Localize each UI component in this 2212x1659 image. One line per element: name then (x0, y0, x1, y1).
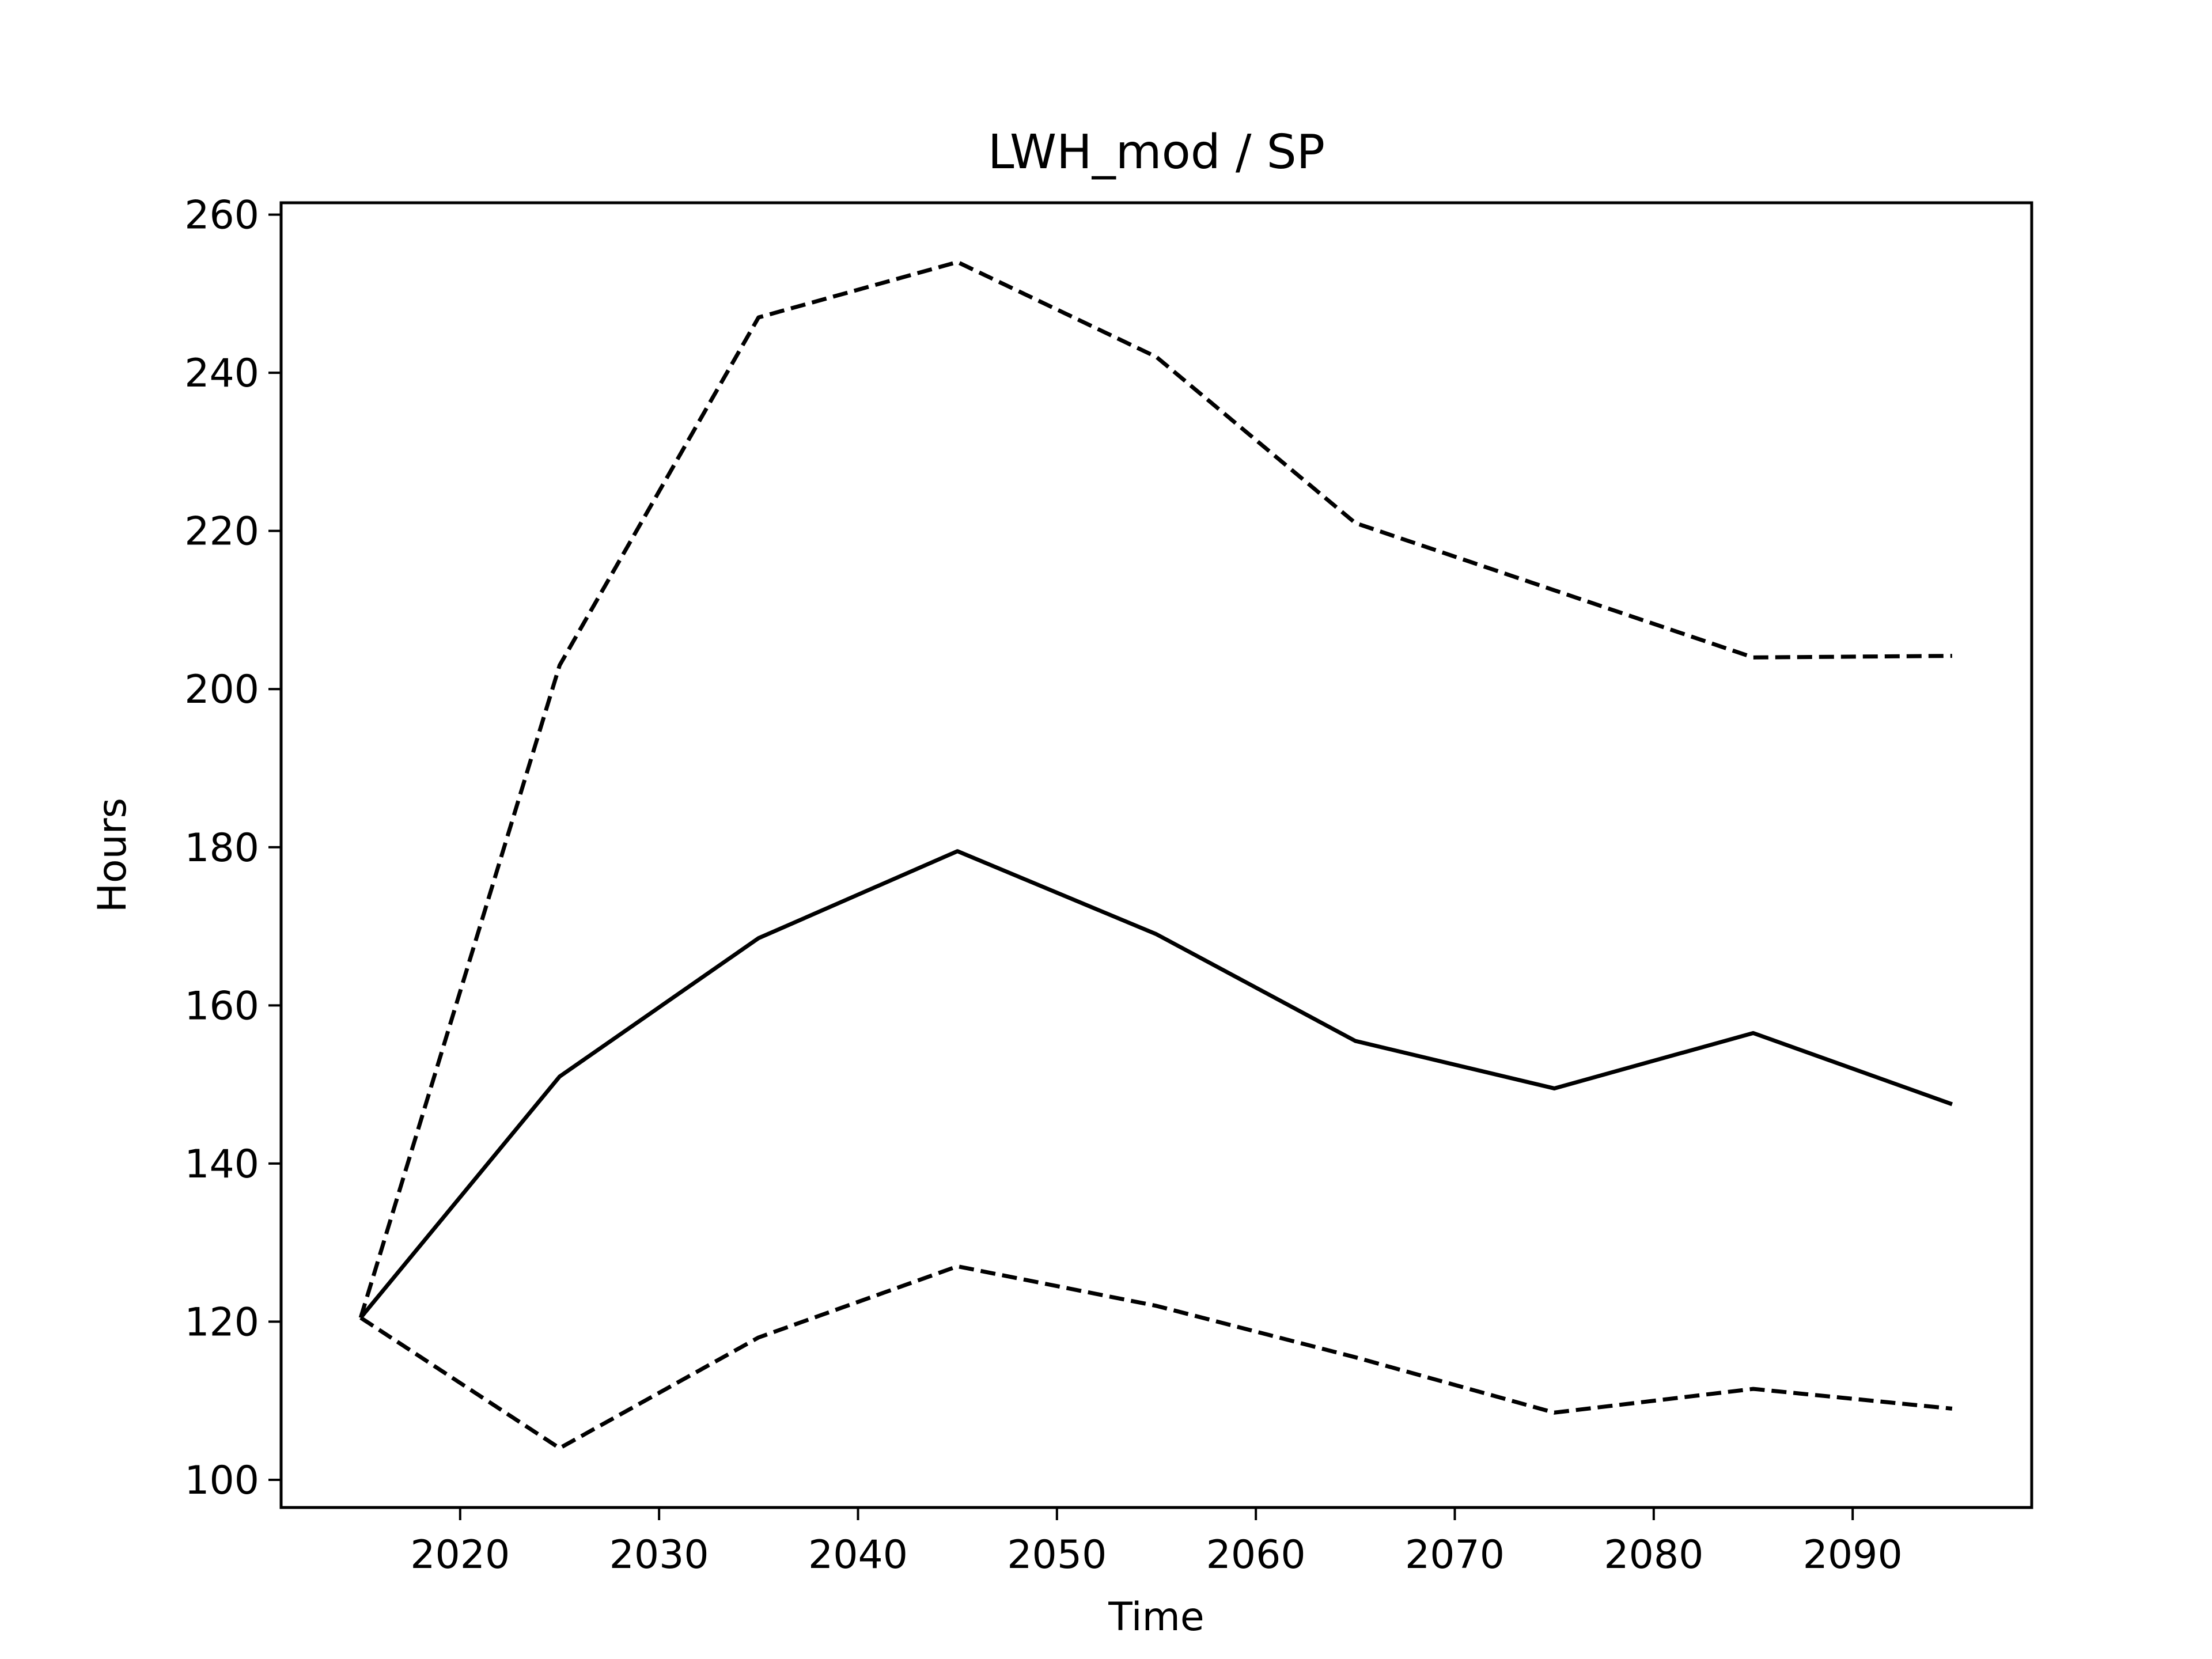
x-tick-label: 2070 (1405, 1532, 1505, 1578)
series-line-1-dashed (358, 260, 1952, 1319)
series-layer (358, 260, 1953, 1450)
x-axis-ticks: 2020 2030 2040 2050 2060 2070 2080 2090 (410, 1508, 1903, 1578)
x-tick-label: 2040 (808, 1532, 908, 1578)
chart-title: LWH_mod / SP (988, 125, 1325, 180)
x-axis-label: Time (1108, 1594, 1204, 1640)
y-tick-label: 180 (184, 825, 259, 871)
y-tick-label: 240 (184, 351, 259, 396)
x-tick-label: 2030 (609, 1532, 709, 1578)
y-tick-label: 100 (184, 1458, 259, 1503)
series-line-2-solid (359, 849, 1953, 1319)
x-tick-label: 2020 (410, 1532, 510, 1578)
y-tick-label: 140 (184, 1142, 259, 1187)
plot-frame (279, 201, 2033, 1509)
y-tick-label: 160 (184, 983, 259, 1029)
y-axis-label: Hours (90, 798, 135, 912)
y-axis-ticks: 100 120 140 160 180 200 220 240 260 (184, 193, 281, 1503)
x-tick-label: 2090 (1803, 1532, 1903, 1578)
x-tick-label: 2060 (1206, 1532, 1306, 1578)
y-tick-label: 200 (184, 667, 259, 713)
y-tick-label: 120 (184, 1300, 259, 1345)
y-tick-label: 220 (184, 509, 259, 555)
x-tick-label: 2080 (1604, 1532, 1703, 1578)
series-line-3-dashed (359, 1264, 1953, 1450)
x-tick-label: 2050 (1007, 1532, 1107, 1578)
y-tick-label: 260 (184, 193, 259, 238)
